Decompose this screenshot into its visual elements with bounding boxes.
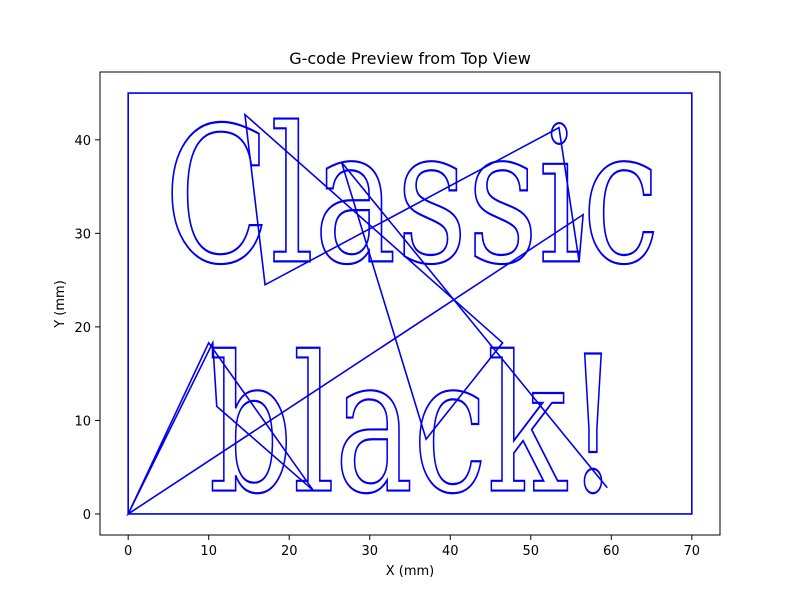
y-tick-label: 10 (74, 414, 91, 429)
plot-frame (99, 71, 721, 536)
x-tick-label: 70 (684, 544, 701, 559)
x-tick-label: 20 (281, 544, 298, 559)
toolpath-travel-moves (126, 112, 608, 517)
y-tick-label: 0 (83, 508, 91, 523)
y-axis-ticks: 0 10 20 30 40 (74, 134, 100, 523)
x-tick-label: 0 (124, 544, 132, 559)
x-tick-label: 60 (603, 544, 620, 559)
x-tick-label: 10 (200, 544, 217, 559)
x-tick-label: 50 (523, 544, 540, 559)
y-axis-label: Y (mm) (53, 280, 68, 329)
x-axis-ticks: 0 10 20 30 40 50 60 70 (124, 535, 700, 559)
toolpath-text-black: black! (209, 317, 620, 536)
x-tick-label: 30 (361, 544, 378, 559)
toolpath-text-classic: Classic (164, 87, 659, 306)
chart-title: G-code Preview from Top View (289, 49, 531, 68)
x-tick-label: 40 (442, 544, 459, 559)
toolpath-border (127, 92, 693, 515)
x-axis-label: X (mm) (386, 564, 435, 579)
y-tick-label: 20 (74, 321, 91, 336)
y-tick-label: 30 (74, 227, 91, 242)
y-tick-label: 40 (74, 134, 91, 149)
